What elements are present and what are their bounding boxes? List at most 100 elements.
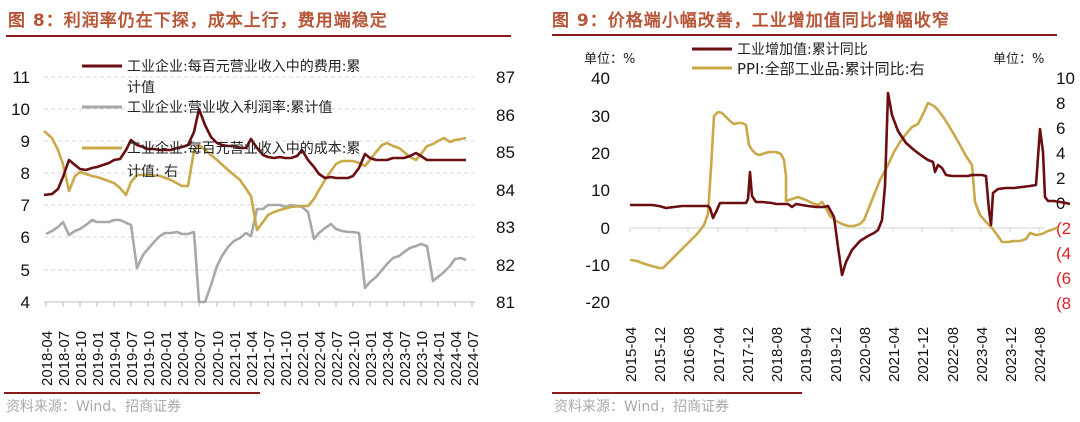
svg-text:2021-04: 2021-04 (886, 327, 903, 382)
figure-8-chart: 11 10 9 8 7 6 5 4 87 86 85 84 83 82 81 2… (11, 58, 515, 386)
svg-text:2018-07: 2018-07 (56, 331, 73, 386)
svg-text:4: 4 (1056, 144, 1065, 163)
svg-text:0: 0 (601, 219, 610, 238)
svg-text:(2: (2 (1056, 219, 1071, 238)
svg-text:(8: (8 (1056, 294, 1071, 313)
svg-text:30: 30 (591, 107, 610, 126)
svg-text:6: 6 (1056, 119, 1065, 138)
svg-text:2022-01: 2022-01 (295, 331, 312, 386)
legend-label-ppi: PPI:全部工业品:累计同比:右 (737, 60, 925, 78)
svg-text:2022-08: 2022-08 (945, 327, 962, 382)
series-ppi-line (629, 101, 1059, 270)
figure-8-title: 图 8：利润率仍在下探，成本上行，费用端稳定 (8, 11, 388, 31)
svg-text:2023-07: 2023-07 (397, 331, 414, 386)
figure-9-chart: 单位：% 单位：% 40 30 20 10 0 -10 -20 10 8 6 4… (584, 42, 1075, 382)
svg-text:2020-07: 2020-07 (192, 331, 209, 386)
x-axis-labels: 2018-04 2018-07 2018-10 2019-01 2019-04 … (39, 331, 482, 386)
legend-label-cost-cont: 计值: 右 (127, 164, 178, 180)
title-underline (6, 35, 511, 37)
svg-text:2018-08: 2018-08 (769, 327, 786, 382)
svg-text:2018-10: 2018-10 (73, 331, 90, 386)
svg-text:20: 20 (591, 144, 610, 163)
legend-label-profit-margin: 工业企业:营业收入利润率:累计值 (127, 99, 332, 116)
svg-text:4: 4 (21, 293, 30, 312)
legend-label-industrial-value-added: 工业增加值:累计同比 (737, 42, 868, 58)
svg-text:2024-01: 2024-01 (431, 331, 448, 386)
left-y-axis: 40 30 20 10 0 -10 -20 (585, 69, 610, 312)
series-profit-margin-line (45, 203, 467, 304)
series-industrial-value-added-line (630, 91, 1071, 277)
svg-text:2019-04: 2019-04 (107, 331, 124, 386)
svg-text:40: 40 (591, 69, 610, 88)
svg-text:2019-04: 2019-04 (798, 327, 815, 382)
svg-text:9: 9 (21, 132, 30, 151)
right-y-axis: 10 8 6 4 2 0 (2 (4 (6 (8 (1056, 69, 1075, 313)
svg-text:2024-04: 2024-04 (448, 331, 465, 386)
x-axis-labels: 2015-04 2015-12 2016-08 2017-04 2017-12 … (623, 327, 1049, 382)
svg-text:2018-04: 2018-04 (39, 331, 56, 386)
x-ticks (45, 302, 473, 307)
svg-text:8: 8 (21, 164, 30, 183)
legend-label-expense: 工业企业:每百元营业收入中的费用:累 (127, 58, 360, 75)
svg-text:87: 87 (496, 68, 515, 87)
svg-text:2022-04: 2022-04 (312, 331, 329, 386)
svg-text:2022-10: 2022-10 (346, 331, 363, 386)
svg-text:6: 6 (21, 228, 30, 247)
svg-text:10: 10 (591, 181, 610, 200)
svg-text:2019-10: 2019-10 (141, 331, 158, 386)
svg-text:2017-12: 2017-12 (740, 327, 757, 382)
gridlines (44, 76, 475, 271)
svg-text:2022-07: 2022-07 (329, 331, 346, 386)
svg-text:2017-04: 2017-04 (711, 327, 728, 382)
source-divider (4, 392, 260, 394)
series-expense-line (43, 107, 466, 197)
left-unit-label: 单位：% (584, 52, 635, 67)
svg-text:5: 5 (21, 261, 30, 280)
svg-text:2023-04: 2023-04 (380, 331, 397, 386)
svg-text:-10: -10 (585, 256, 610, 275)
svg-text:2021-04: 2021-04 (244, 331, 261, 386)
title-underline (552, 34, 1057, 36)
legend: 工业企业:每百元营业收入中的费用:累 计值 工业企业:营业收入利润率:累计值 工… (82, 58, 360, 180)
svg-text:85: 85 (496, 143, 515, 162)
svg-text:(4: (4 (1056, 244, 1071, 263)
legend-label-cost: 工业企业:每百元营业收入中的成本:累 (127, 140, 360, 157)
svg-text:2015-04: 2015-04 (623, 327, 640, 382)
svg-text:81: 81 (496, 293, 515, 312)
svg-text:2020-08: 2020-08 (857, 327, 874, 382)
svg-text:2020-01: 2020-01 (158, 331, 175, 386)
svg-text:2019-12: 2019-12 (828, 327, 845, 382)
svg-text:2021-01: 2021-01 (227, 331, 244, 386)
svg-text:11: 11 (12, 68, 30, 87)
svg-text:2020-10: 2020-10 (210, 331, 227, 386)
svg-text:2023-01: 2023-01 (363, 331, 380, 386)
legend: 工业增加值:累计同比 PPI:全部工业品:累计同比:右 (692, 42, 925, 78)
svg-text:2019-07: 2019-07 (124, 331, 141, 386)
svg-text:2: 2 (1056, 169, 1065, 188)
svg-text:2023-04: 2023-04 (974, 327, 991, 382)
figure-8-source: 资料来源：Wind、招商证券 (6, 399, 182, 415)
svg-text:2019-01: 2019-01 (90, 331, 107, 386)
svg-text:2021-12: 2021-12 (915, 327, 932, 382)
right-unit-label: 单位：% (993, 52, 1044, 67)
figure-9-title: 图 9：价格端小幅改善，工业增加值同比增幅收窄 (552, 11, 950, 31)
svg-text:(6: (6 (1056, 269, 1071, 288)
figure-9-source: 资料来源：Wind，招商证券 (554, 399, 730, 415)
svg-text:2024-07: 2024-07 (465, 331, 482, 386)
svg-text:2023-10: 2023-10 (414, 331, 431, 386)
svg-text:10: 10 (11, 100, 30, 119)
legend-label-expense-cont: 计值 (127, 80, 155, 96)
svg-text:86: 86 (496, 106, 515, 125)
svg-text:-20: -20 (585, 293, 610, 312)
left-y-axis: 11 10 9 8 7 6 5 4 (11, 68, 30, 312)
svg-text:2015-12: 2015-12 (652, 327, 669, 382)
svg-text:7: 7 (21, 196, 30, 215)
source-divider (552, 392, 802, 394)
svg-text:2023-12: 2023-12 (1003, 327, 1020, 382)
svg-text:2016-08: 2016-08 (681, 327, 698, 382)
svg-text:0: 0 (1056, 194, 1065, 213)
svg-text:2024-08: 2024-08 (1032, 327, 1049, 382)
svg-text:2020-04: 2020-04 (175, 331, 192, 386)
figure-9-panel: 图 9：价格端小幅改善，工业增加值同比增幅收窄 单位：% 单位：% 40 30 … (540, 0, 1080, 422)
svg-text:10: 10 (1056, 69, 1075, 88)
